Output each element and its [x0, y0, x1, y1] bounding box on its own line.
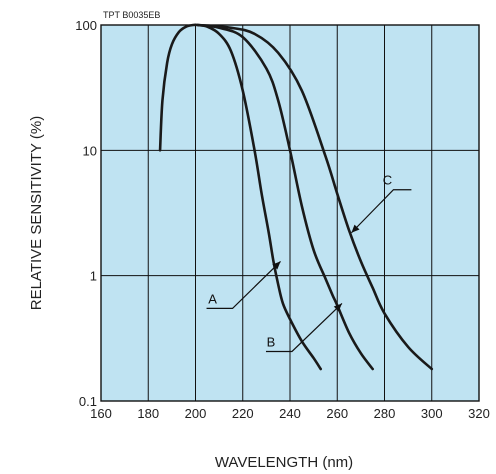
- y-tick-label: 0.1: [79, 394, 97, 409]
- y-tick-label: 10: [83, 143, 97, 158]
- x-tick-label: 200: [185, 406, 207, 421]
- x-tick-label: 320: [468, 406, 490, 421]
- x-axis-title: WAVELENGTH (nm): [215, 454, 353, 471]
- y-tick-label: 1: [90, 269, 97, 284]
- curve-label-a: A: [208, 291, 217, 306]
- arrowhead-a: [272, 261, 281, 270]
- x-tick-label: 300: [421, 406, 443, 421]
- plot-frame: [100, 24, 480, 402]
- curve-b: [196, 23, 374, 371]
- leader-line-c: [350, 189, 412, 234]
- curves: [158, 23, 434, 371]
- arrowhead-c: [351, 224, 360, 233]
- curve-c: [196, 23, 434, 371]
- curve-label-c: C: [383, 173, 392, 188]
- leader-line-a: [206, 260, 281, 309]
- x-tick-label: 240: [279, 406, 301, 421]
- grid: [100, 24, 480, 402]
- curve-label-b: B: [267, 334, 276, 349]
- leader-line-b: [265, 303, 343, 353]
- curve-a: [158, 23, 323, 371]
- chart-code: TPT B0035EB: [103, 10, 160, 20]
- y-tick-label: 100: [75, 18, 97, 33]
- x-tick-label: 160: [90, 406, 112, 421]
- x-tick-label: 180: [137, 406, 159, 421]
- x-tick-label: 260: [326, 406, 348, 421]
- tick-labels: 160 180 200 220 240 260 280 300 320 0.1 1 10 100: [75, 18, 490, 421]
- y-axis-title: RELATIVE SENSITIVITY (%): [28, 116, 45, 311]
- x-tick-label: 220: [232, 406, 254, 421]
- arrowhead-b: [333, 303, 342, 312]
- curve-annotations: A B C: [206, 173, 412, 353]
- x-tick-label: 280: [374, 406, 396, 421]
